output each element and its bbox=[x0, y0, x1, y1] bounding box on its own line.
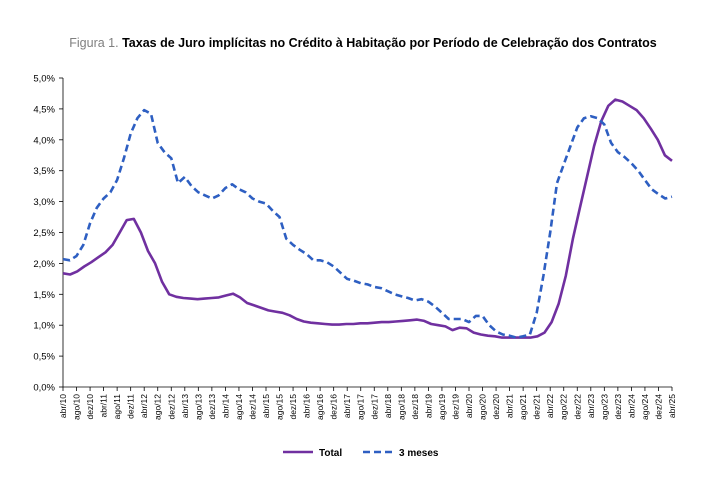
x-tick-label: abr/17 bbox=[342, 394, 352, 418]
x-tick-label: abr/23 bbox=[586, 394, 596, 418]
x-tick-label: abr/14 bbox=[220, 394, 230, 418]
x-tick-label: dez/24 bbox=[653, 394, 663, 420]
x-tick-label: dez/11 bbox=[126, 394, 136, 419]
x-tick-label: ago/17 bbox=[356, 394, 366, 420]
y-tick-label: 3,0% bbox=[33, 197, 55, 208]
x-tick-label: ago/23 bbox=[599, 394, 609, 420]
x-tick-label: dez/23 bbox=[613, 394, 623, 420]
figure-number: Figura 1. bbox=[69, 36, 119, 50]
y-tick-label: 4,0% bbox=[33, 135, 55, 146]
x-tick-label: abr/25 bbox=[667, 394, 677, 418]
x-tick-label: ago/21 bbox=[518, 394, 528, 420]
x-tick-label: ago/22 bbox=[559, 394, 569, 420]
x-tick-label: dez/15 bbox=[288, 394, 298, 420]
x-tick-label: ago/13 bbox=[193, 394, 203, 420]
x-tick-label: dez/17 bbox=[369, 394, 379, 420]
series-line-total bbox=[62, 98, 673, 339]
series-line-3-meses bbox=[62, 108, 673, 339]
x-tick-label: dez/13 bbox=[207, 394, 217, 420]
x-tick-label: abr/21 bbox=[505, 394, 515, 418]
x-tick-label: abr/22 bbox=[545, 394, 555, 418]
x-tick-label: dez/18 bbox=[410, 394, 420, 420]
x-tick-label: abr/16 bbox=[302, 394, 312, 418]
x-tick-label: ago/20 bbox=[478, 394, 488, 420]
x-tick-label: ago/10 bbox=[72, 394, 82, 420]
x-tick-label: abr/24 bbox=[626, 394, 636, 418]
x-tick-label: ago/24 bbox=[640, 394, 650, 420]
y-tick-label: 4,5% bbox=[33, 104, 55, 115]
x-tick-label: abr/13 bbox=[180, 394, 190, 418]
y-tick-label: 2,0% bbox=[33, 259, 55, 270]
x-tick-label: dez/20 bbox=[491, 394, 501, 420]
figure-title: Figura 1. Taxas de Juro implícitas no Cr… bbox=[0, 36, 726, 50]
x-tick-label: dez/12 bbox=[166, 394, 176, 420]
x-tick-label: ago/18 bbox=[396, 394, 406, 420]
x-tick-label: ago/11 bbox=[112, 394, 122, 420]
x-tick-label: abr/11 bbox=[99, 394, 109, 418]
y-tick-label: 3,5% bbox=[33, 166, 55, 177]
x-tick-label: ago/15 bbox=[275, 394, 285, 420]
x-tick-label: ago/12 bbox=[153, 394, 163, 420]
figure-title-text: Taxas de Juro implícitas no Crédito à Ha… bbox=[122, 36, 657, 50]
y-tick-label: 1,0% bbox=[33, 321, 55, 332]
x-tick-label: abr/18 bbox=[383, 394, 393, 418]
x-tick-label: abr/20 bbox=[464, 394, 474, 418]
x-tick-label: dez/14 bbox=[247, 394, 257, 420]
y-tick-label: 5,0% bbox=[33, 74, 55, 85]
x-tick-label: abr/10 bbox=[58, 394, 68, 418]
legend-label-3-meses: 3 meses bbox=[399, 448, 439, 459]
y-tick-label: 2,5% bbox=[33, 228, 55, 239]
x-tick-label: dez/10 bbox=[85, 394, 95, 420]
y-tick-label: 1,5% bbox=[33, 290, 55, 301]
x-tick-label: dez/22 bbox=[572, 394, 582, 420]
x-tick-label: ago/14 bbox=[234, 394, 244, 420]
x-tick-label: ago/19 bbox=[437, 394, 447, 420]
x-tick-label: abr/12 bbox=[139, 394, 149, 418]
x-tick-label: abr/19 bbox=[423, 394, 433, 418]
legend-label-total: Total bbox=[319, 448, 342, 459]
x-tick-label: dez/19 bbox=[450, 394, 460, 420]
y-tick-label: 0,5% bbox=[33, 352, 55, 363]
x-tick-label: abr/15 bbox=[261, 394, 271, 418]
x-tick-label: dez/16 bbox=[329, 394, 339, 420]
x-tick-label: dez/21 bbox=[532, 394, 542, 420]
x-tick-label: ago/16 bbox=[315, 394, 325, 420]
y-tick-label: 0,0% bbox=[33, 383, 55, 394]
